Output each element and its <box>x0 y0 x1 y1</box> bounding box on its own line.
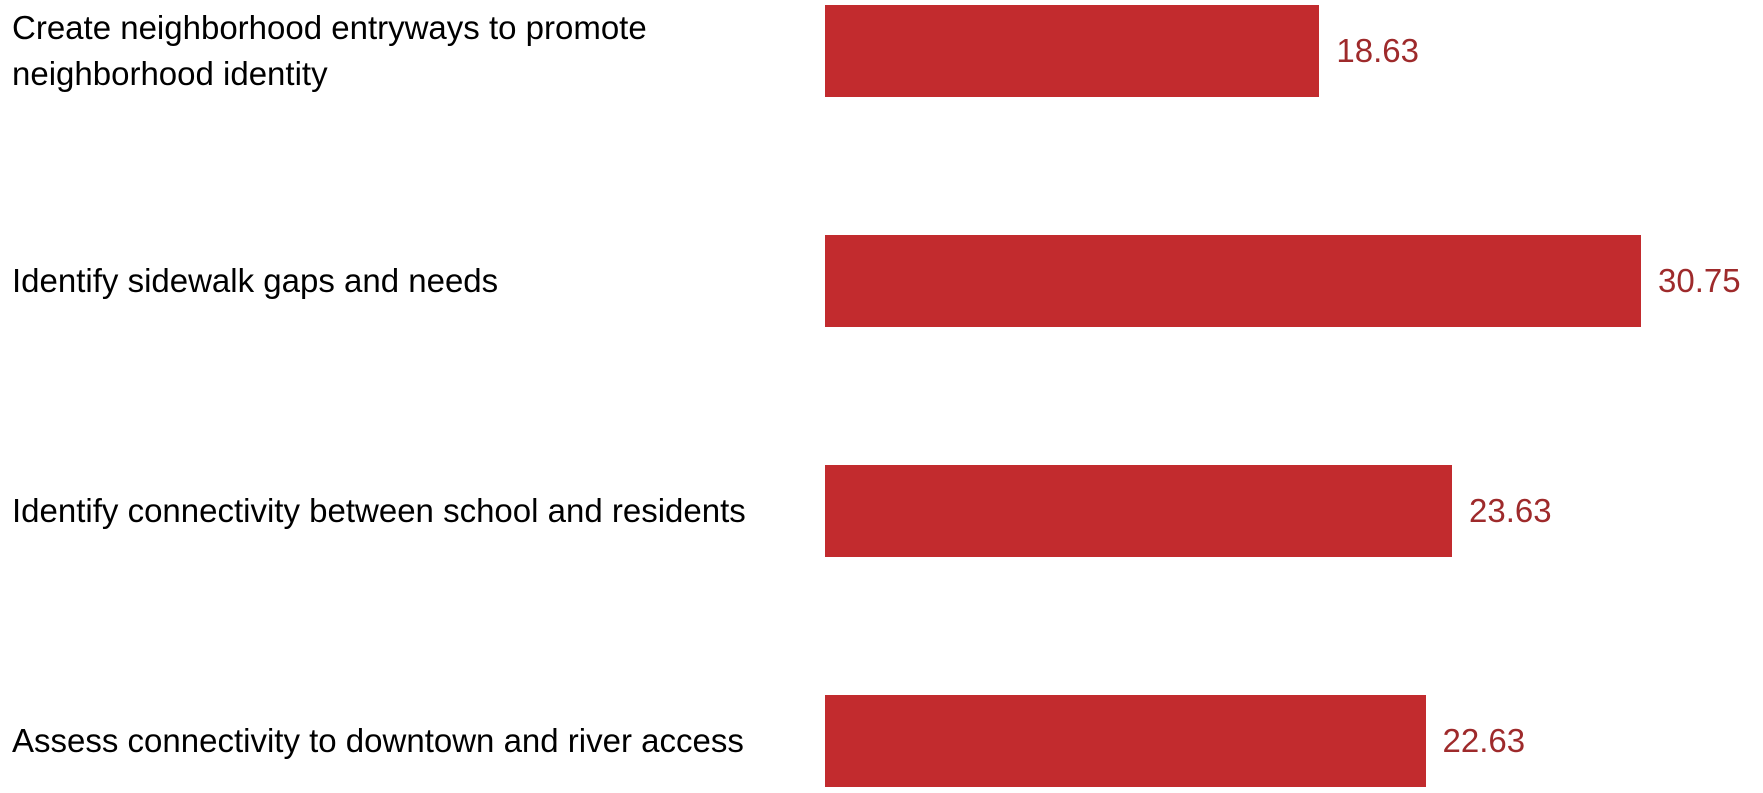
bar <box>825 5 1320 97</box>
category-label: Identify sidewalk gaps and needs <box>12 262 499 299</box>
category-label: Create neighborhood entryways to promote… <box>12 9 647 92</box>
value-label: 22.63 <box>1442 722 1526 759</box>
bar <box>825 235 1641 327</box>
category-label: Assess connectivity to downtown and rive… <box>12 722 744 759</box>
category-label: Identify connectivity between school and… <box>12 492 746 529</box>
value-label: 23.63 <box>1469 492 1552 529</box>
value-label: 30.75 <box>1658 262 1741 299</box>
bar <box>825 465 1453 557</box>
bar <box>825 695 1426 787</box>
value-label: 18.63 <box>1336 32 1419 69</box>
